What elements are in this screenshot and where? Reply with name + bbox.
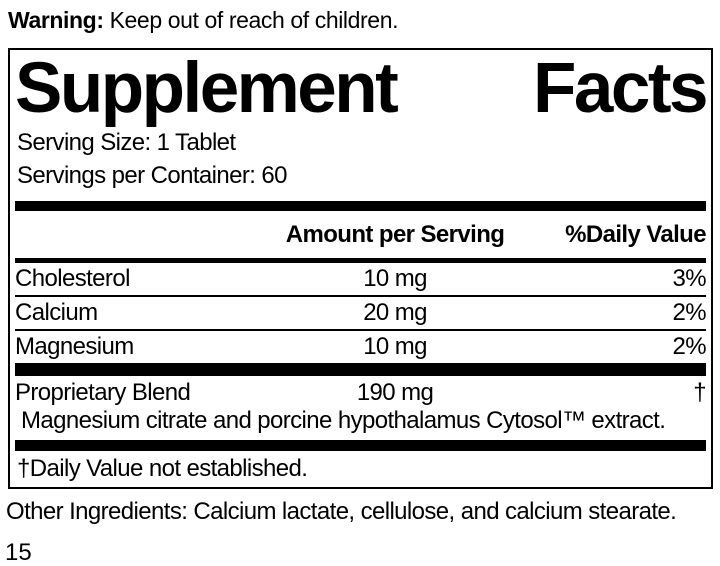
table-row-proprietary-blend: Proprietary Blend 190 mg †: [15, 376, 707, 407]
warning-label: Warning:: [8, 7, 104, 33]
nutrient-name: Calcium: [15, 299, 98, 326]
blend-daily-value-dagger: †: [693, 379, 706, 406]
blend-name: Proprietary Blend: [15, 379, 191, 406]
separator-bar-footnote: [15, 440, 706, 451]
nutrient-daily-value: 2%: [672, 333, 706, 360]
blend-description: Magnesium citrate and porcine hypothalam…: [21, 407, 666, 434]
warning-text: Warning: Keep out of reach of children.: [8, 6, 720, 34]
column-header-amount: Amount per Serving: [285, 221, 505, 248]
nutrient-daily-value: 2%: [672, 299, 706, 326]
blend-amount: 190 mg: [356, 379, 434, 406]
table-header-row: Amount per Serving %Daily Value: [15, 211, 707, 258]
servings-per-container: Servings per Container: 60: [17, 162, 288, 189]
panel-title-word-facts: Facts: [533, 49, 708, 128]
panel-title-word-supplement: Supplement: [15, 49, 399, 128]
nutrient-amount: 20 mg: [363, 299, 427, 326]
panel-title: Supplement Facts: [15, 49, 708, 128]
nutrient-name: Magnesium: [15, 333, 134, 360]
warning-message: Keep out of reach of children.: [103, 7, 399, 33]
column-header-daily-value: %Daily Value: [565, 221, 706, 248]
separator-bar-top: [15, 201, 706, 211]
separator-bar-header: [15, 258, 706, 263]
supplement-facts-panel: Supplement Facts Serving Size: 1 Tablet …: [8, 48, 713, 489]
daily-value-footnote: †Daily Value not established.: [17, 455, 308, 482]
other-ingredients: Other Ingredients: Calcium lactate, cell…: [6, 498, 677, 525]
nutrient-amount: 10 mg: [363, 333, 427, 360]
serving-size: Serving Size: 1 Tablet: [17, 129, 236, 156]
nutrient-amount: 10 mg: [363, 265, 427, 292]
table-row-cholesterol: Cholesterol 10 mg 3%: [15, 263, 707, 297]
separator-bar-blend: [15, 363, 706, 376]
page-number: 15: [5, 539, 32, 566]
table-row-magnesium: Magnesium 10 mg 2%: [15, 331, 707, 363]
nutrient-name: Cholesterol: [15, 265, 130, 292]
nutrient-daily-value: 3%: [672, 265, 706, 292]
table-row-calcium: Calcium 20 mg 2%: [15, 297, 707, 331]
